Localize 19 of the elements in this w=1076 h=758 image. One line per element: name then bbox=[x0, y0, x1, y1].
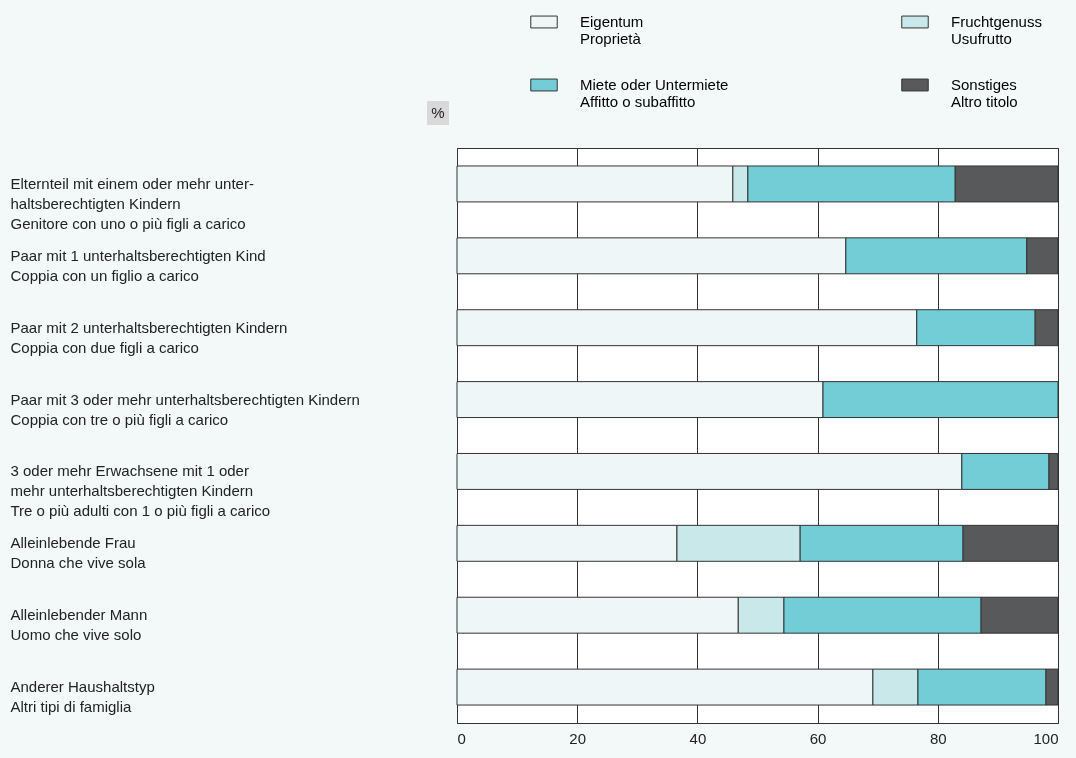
x-axis-title: % bbox=[431, 104, 445, 121]
y-tick-label: Paar mit 3 oder mehr unterhaltsberechtigten Kindern Coppia con tre o più figli a carico bbox=[10, 390, 360, 428]
x-tick-label: 80 bbox=[929, 729, 947, 747]
y-tick-label: Alleinlebender Mann Uomo che vive solo bbox=[10, 606, 148, 644]
y-tick-label: Alleinlebende Frau Donna che vive sola bbox=[10, 534, 147, 572]
x-tick-label: 100 bbox=[1033, 729, 1059, 747]
x-tick-label: 60 bbox=[809, 729, 827, 747]
x-tick-label: 40 bbox=[689, 729, 707, 747]
x-tick-label: 0 bbox=[457, 729, 466, 747]
legend-label: Sonstiges Altro titolo bbox=[951, 76, 1018, 110]
y-tick-label: Anderer Haushaltstyp Altri tipi di famiglia bbox=[10, 678, 155, 716]
legend-label: Miete oder Untermiete Affitto o subaffitto bbox=[580, 76, 729, 110]
legend-label: Fruchtgenuss Usufrutto bbox=[951, 13, 1042, 47]
y-tick-label: Paar mit 1 unterhaltsberechtigten Kind Coppia con un figlio a carico bbox=[10, 246, 266, 284]
legend-label: Eigentum Proprietà bbox=[580, 13, 644, 47]
y-tick-label: 3 oder mehr Erwachsene mit 1 oder mehr unterhaltsberechtigten Kindern Tre o più adulti con 1 o più figli a carico bbox=[10, 462, 271, 520]
x-tick-label: 20 bbox=[569, 729, 587, 747]
y-tick-label: Paar mit 2 unterhaltsberechtigten Kindern Coppia con due figli a carico bbox=[10, 318, 288, 356]
y-tick-label: Elternteil mit einem oder mehr unter- haltsberechtigten Kindern Genitore con uno o più figli a carico bbox=[10, 174, 254, 232]
